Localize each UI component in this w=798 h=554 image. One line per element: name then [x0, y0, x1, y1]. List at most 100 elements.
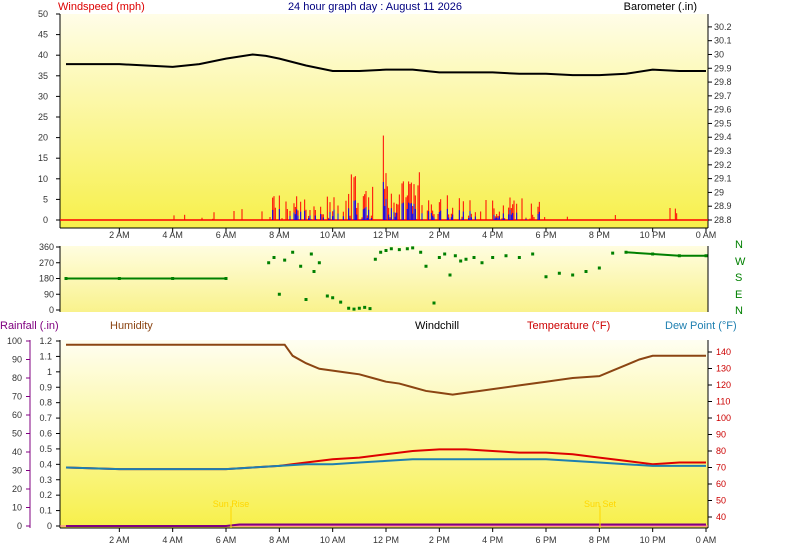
- baro-ytick-label: 29.4: [714, 132, 732, 142]
- rain-ytick-label: 0.2: [39, 490, 52, 500]
- temp-xtick-label: 2 PM: [429, 535, 450, 545]
- direction-point: [368, 307, 372, 311]
- sunset-label: Sun Set: [584, 499, 617, 509]
- direction-point: [411, 246, 415, 250]
- direction-point: [419, 250, 423, 254]
- temp-ytick-label: 100: [716, 413, 731, 423]
- direction-point: [504, 254, 508, 258]
- direction-point: [459, 259, 463, 263]
- baro-ytick-label: 29.1: [714, 174, 732, 184]
- rain-ytick-label: 0.6: [39, 429, 52, 439]
- temp-xtick-label: 6 AM: [216, 535, 237, 545]
- direction-point: [480, 261, 484, 265]
- baro-ytick-label: 29.5: [714, 118, 732, 128]
- direction-point: [397, 248, 401, 252]
- wind-xtick-label: 6 AM: [216, 230, 237, 240]
- direction-point: [291, 250, 295, 254]
- line-series: [65, 53, 706, 527]
- baro-ytick-label: 30.2: [714, 22, 732, 32]
- humidity-label: Humidity: [110, 320, 153, 332]
- direction-point: [453, 254, 457, 258]
- temp-ytick-label: 120: [716, 380, 731, 390]
- rain-ytick-label: 0.7: [39, 413, 52, 423]
- direction-point: [405, 247, 409, 251]
- humidity-ytick-label: 60: [12, 410, 22, 420]
- direction-point: [424, 264, 428, 268]
- direction-point: [704, 254, 708, 258]
- compass-n-top: N: [735, 239, 743, 251]
- dir-ytick-label: 270: [39, 258, 54, 268]
- wind-xtick-label: 12 PM: [373, 230, 399, 240]
- dir-ytick-label: 0: [49, 305, 54, 315]
- wind-ytick-label: 15: [38, 153, 48, 163]
- humidity-ytick-label: 10: [12, 503, 22, 513]
- direction-point: [352, 307, 356, 311]
- direction-point: [117, 277, 121, 280]
- rain-ytick-label: 1.2: [39, 336, 52, 346]
- direction-trace: [652, 253, 680, 257]
- direction-point: [432, 301, 436, 305]
- compass-n-bottom: N: [735, 305, 743, 317]
- baro-ytick-label: 28.9: [714, 201, 732, 211]
- direction-point: [309, 252, 313, 256]
- wind-xtick-label: 2 PM: [429, 230, 450, 240]
- wind-ytick-label: 0: [43, 215, 48, 225]
- humidity-ytick-label: 100: [7, 336, 22, 346]
- temp-ytick-label: 90: [716, 430, 726, 440]
- direction-point: [517, 256, 521, 259]
- dir-ytick-label: 360: [39, 242, 54, 252]
- baro-ytick-label: 29: [714, 187, 724, 197]
- direction-point: [651, 252, 655, 256]
- direction-point: [544, 275, 548, 279]
- direction-point: [277, 292, 281, 296]
- direction-points: [64, 246, 708, 311]
- baro-ytick-label: 29.8: [714, 77, 732, 87]
- direction-point: [677, 254, 681, 258]
- direction-point: [317, 261, 321, 265]
- direction-point: [379, 250, 383, 254]
- direction-point: [373, 257, 377, 261]
- direction-point: [304, 298, 308, 301]
- windchill-label: Windchill: [415, 320, 459, 332]
- humidity-ytick-label: 90: [12, 355, 22, 365]
- rain-ytick-label: 0.4: [39, 459, 52, 469]
- direction-point: [357, 306, 361, 310]
- direction-point: [339, 300, 343, 304]
- direction-point: [597, 266, 601, 270]
- dir-ytick-label: 90: [44, 289, 54, 299]
- temp-xtick-label: 4 AM: [162, 535, 183, 545]
- rain-ytick-label: 0.9: [39, 382, 52, 392]
- baro-ytick-label: 29.6: [714, 105, 732, 115]
- direction-point: [312, 270, 316, 273]
- humidity-ytick-label: 30: [12, 466, 22, 476]
- baro-ytick-label: 30.1: [714, 36, 732, 46]
- temperature-label: Temperature (°F): [527, 320, 610, 332]
- direction-point: [224, 277, 228, 280]
- wind-xtick-label: 0 AM: [696, 230, 717, 240]
- wind-ytick-label: 10: [38, 174, 48, 184]
- temp-xtick-label: 6 PM: [535, 535, 556, 545]
- humidity-line: [66, 343, 706, 396]
- direction-point: [325, 294, 329, 298]
- temp-xtick-label: 10 AM: [320, 535, 346, 545]
- rain-ytick-label: 0.1: [39, 506, 52, 516]
- direction-point: [272, 256, 276, 259]
- direction-point: [347, 306, 351, 310]
- temp-ytick-label: 70: [716, 463, 726, 473]
- compass-e: E: [735, 289, 742, 301]
- temp-xtick-label: 0 AM: [696, 535, 717, 545]
- wind-xtick-label: 10 AM: [320, 230, 346, 240]
- wind-ytick-label: 20: [38, 133, 48, 143]
- temp-ytick-label: 80: [716, 446, 726, 456]
- direction-point: [557, 271, 561, 275]
- baro-ytick-label: 29.9: [714, 63, 732, 73]
- temp-ytick-label: 140: [716, 347, 731, 357]
- humidity-ytick-label: 70: [12, 392, 22, 402]
- direction-point: [464, 257, 468, 261]
- temp-plot-area: [60, 340, 708, 528]
- wind-ytick-label: 50: [38, 9, 48, 19]
- direction-point: [584, 270, 588, 273]
- axis-ticks: 0510152025303540455028.828.92929.129.229…: [7, 9, 732, 545]
- wind-ytick-label: 5: [43, 194, 48, 204]
- rain-ytick-label: 0.5: [39, 444, 52, 454]
